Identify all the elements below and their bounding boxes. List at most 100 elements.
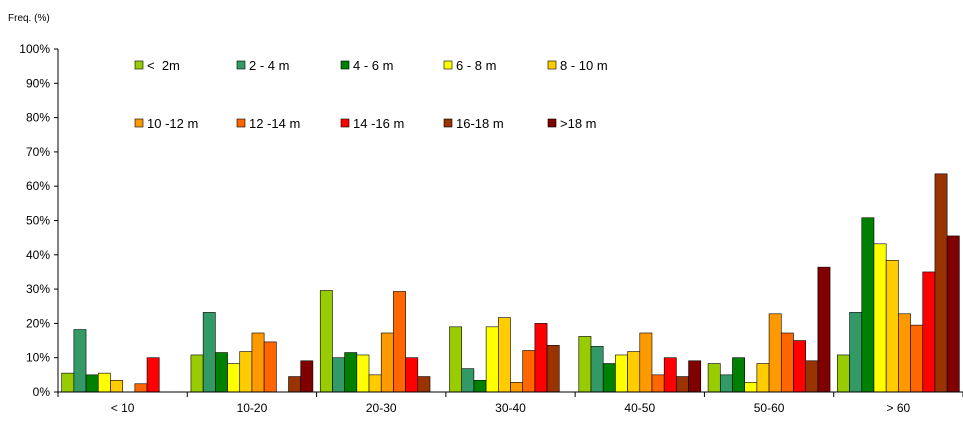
legend-swatch	[236, 60, 246, 70]
bar	[873, 243, 887, 393]
bar	[251, 332, 265, 393]
bar	[676, 376, 689, 393]
bar	[473, 380, 487, 393]
legend-label: 6 - 8 m	[456, 58, 496, 73]
y-tick-label: 20%	[26, 316, 50, 330]
bar	[627, 351, 641, 393]
bars	[61, 173, 960, 393]
bar	[639, 332, 653, 393]
bar	[85, 374, 99, 393]
y-tick-label: 50%	[26, 214, 50, 228]
legend-label: >18 m	[560, 116, 597, 131]
bar	[837, 354, 850, 393]
bar	[417, 376, 431, 393]
bar	[393, 291, 406, 393]
legend-swatch	[134, 60, 144, 70]
bar	[768, 313, 782, 393]
bar	[934, 173, 948, 393]
bar	[190, 354, 204, 393]
bar	[719, 374, 733, 393]
bar	[898, 313, 911, 393]
x-tick-label: 50-60	[754, 401, 785, 415]
bar	[849, 312, 863, 393]
legend-label: < 2m	[147, 58, 180, 73]
bar	[651, 374, 665, 393]
bar	[449, 326, 463, 393]
bar	[780, 332, 794, 393]
bar	[356, 354, 370, 393]
bar	[227, 363, 241, 393]
bar	[793, 340, 806, 393]
bar	[756, 363, 770, 393]
legend-swatch	[547, 118, 557, 128]
legend-label: 4 - 6 m	[353, 58, 393, 73]
bar	[215, 352, 228, 393]
bar	[663, 357, 677, 393]
legend-swatch	[547, 60, 557, 70]
legend-label: 16-18 m	[456, 116, 504, 131]
bar	[534, 323, 548, 393]
legend-swatch	[340, 60, 350, 70]
bar	[202, 312, 216, 393]
bar	[461, 368, 475, 393]
bar	[380, 332, 394, 393]
bar	[263, 341, 277, 393]
y-tick-label: 30%	[26, 282, 50, 296]
legend: < 2m 2 - 4 m 4 - 6 m 6 - 8 m 8 - 10 m 10 -12 …	[134, 58, 608, 131]
bar	[707, 363, 721, 393]
bar	[817, 266, 831, 393]
bar	[73, 329, 87, 393]
legend-label: 10 -12 m	[147, 116, 198, 131]
bar	[732, 357, 745, 393]
bar	[688, 360, 702, 393]
bar	[590, 346, 604, 393]
bar	[485, 326, 499, 393]
x-axis-ticks: < 10 10-20 20-30 30-40 40-50 50-60 > 60	[57, 392, 963, 415]
bar	[578, 336, 592, 393]
y-tick-label: 40%	[26, 248, 50, 262]
y-tick-label: 0%	[33, 385, 51, 399]
legend-label: 14 -16 m	[353, 116, 404, 131]
bar	[546, 345, 560, 393]
legend-swatch	[134, 118, 144, 128]
axes	[57, 49, 963, 393]
x-tick-label: 30-40	[495, 401, 526, 415]
bar	[602, 363, 616, 393]
bar	[368, 374, 382, 393]
x-tick-label: < 10	[111, 401, 135, 415]
y-tick-label: 10%	[26, 351, 50, 365]
bar	[319, 290, 333, 393]
y-tick-label: 60%	[26, 179, 50, 193]
bar	[134, 383, 148, 393]
x-tick-label: 40-50	[624, 401, 655, 415]
bar	[146, 357, 160, 393]
bar	[288, 376, 302, 393]
bar	[615, 354, 628, 393]
bar	[922, 271, 936, 393]
y-tick-label: 100%	[19, 42, 50, 56]
bar	[522, 350, 536, 393]
legend-label: 12 -14 m	[249, 116, 300, 131]
legend-swatch	[443, 60, 453, 70]
x-tick-label: 20-30	[366, 401, 397, 415]
legend-label: 2 - 4 m	[249, 58, 289, 73]
x-tick-label: > 60	[887, 401, 911, 415]
legend-label: 8 - 10 m	[560, 58, 608, 73]
bar	[498, 317, 511, 393]
y-axis-ticks: 0% 10% 20% 30% 40% 50% 60% 70% 80% 90% 100%	[19, 42, 58, 399]
bar	[344, 352, 358, 393]
y-axis-label: Freq. (%)	[8, 13, 50, 24]
bar	[332, 357, 345, 393]
bar	[110, 380, 123, 393]
x-tick-label: 10-20	[237, 401, 268, 415]
bar	[744, 382, 758, 393]
bar	[861, 217, 875, 393]
bar	[910, 324, 924, 393]
bar	[510, 382, 523, 393]
y-tick-label: 90%	[26, 76, 50, 90]
bar	[97, 372, 111, 393]
legend-swatch	[443, 118, 453, 128]
bar	[239, 351, 253, 393]
